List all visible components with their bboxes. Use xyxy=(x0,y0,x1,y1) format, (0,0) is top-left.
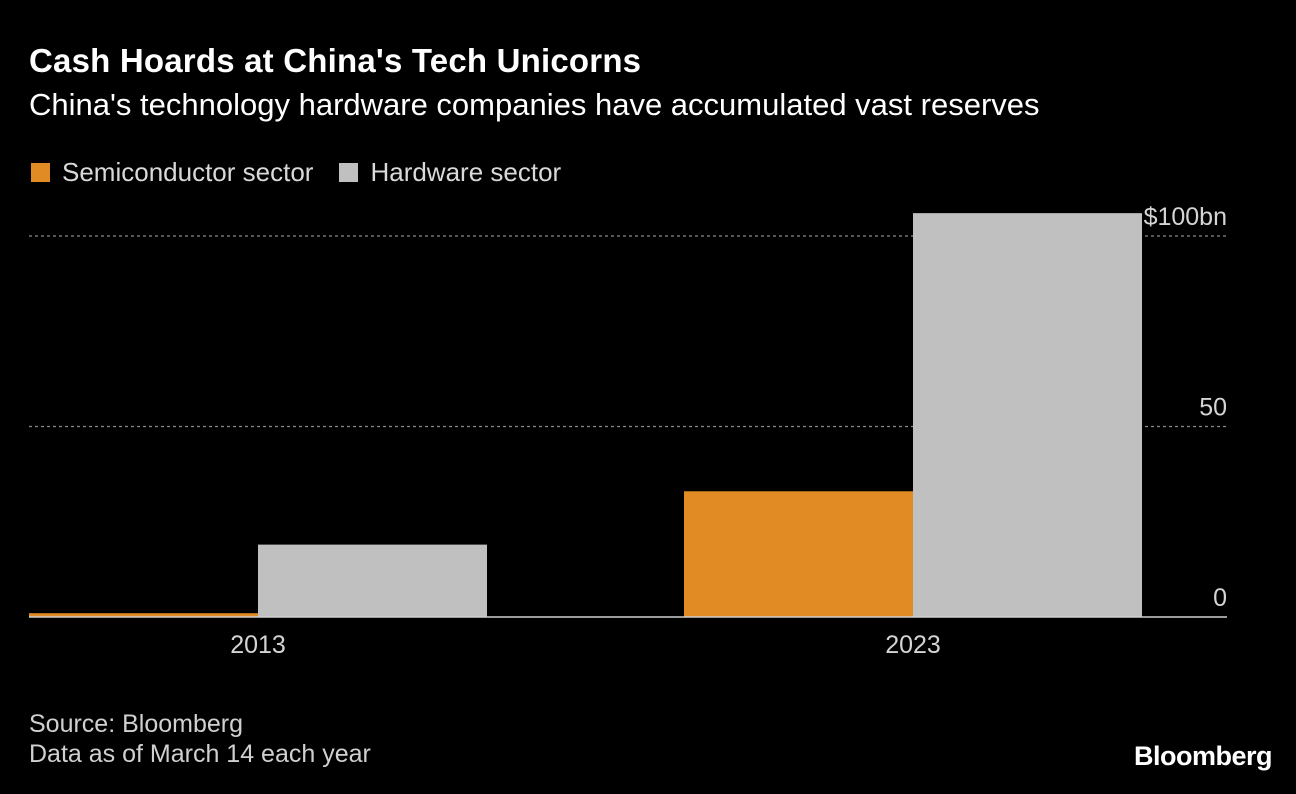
y-tick-label-0: 0 xyxy=(1213,584,1227,612)
y-tick-label-100: $100bn xyxy=(1144,203,1227,231)
bar-semiconductor-2023 xyxy=(684,491,913,617)
bar-hardware-2013 xyxy=(258,544,487,617)
legend-item-semiconductor: Semiconductor sector xyxy=(31,157,313,188)
bar-hardware-2023 xyxy=(913,213,1142,617)
bar-chart: 0 50 $100bn 2013 2023 xyxy=(29,203,1227,659)
bloomberg-logo: Bloomberg xyxy=(1133,741,1273,771)
legend: Semiconductor sector Hardware sector xyxy=(31,156,587,188)
bar-semiconductor-2013 xyxy=(29,613,258,617)
chart-subtitle: China's technology hardware companies ha… xyxy=(29,87,1040,122)
x-tick-label-2023: 2023 xyxy=(885,631,941,659)
x-tick-label-2013: 2013 xyxy=(230,631,286,659)
legend-label-semiconductor: Semiconductor sector xyxy=(62,156,314,187)
legend-swatch-hardware xyxy=(339,162,359,182)
legend-swatch-semiconductor xyxy=(31,162,50,182)
footer: Source: Bloomberg Data as of March 14 ea… xyxy=(29,709,371,769)
chart-title: Cash Hoards at China's Tech Unicorns xyxy=(29,42,642,79)
legend-item-hardware: Hardware sector xyxy=(339,157,561,188)
legend-label-hardware: Hardware sector xyxy=(370,156,562,187)
y-tick-label-50: 50 xyxy=(1199,394,1227,422)
data-note: Data as of March 14 each year xyxy=(29,740,371,768)
source-note: Source: Bloomberg xyxy=(29,710,244,738)
